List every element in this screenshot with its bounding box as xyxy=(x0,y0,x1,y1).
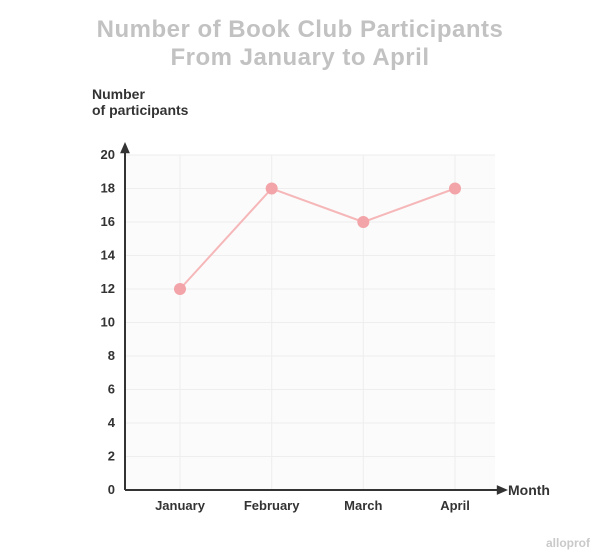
y-axis-label-line1: Number xyxy=(92,86,145,102)
x-axis-arrow xyxy=(497,485,508,495)
y-tick-label: 6 xyxy=(108,382,115,397)
chart-title-line2: From January to April xyxy=(171,44,430,71)
x-tick-label: March xyxy=(344,498,382,513)
y-tick-label: 14 xyxy=(101,248,116,263)
y-tick-label: 20 xyxy=(101,147,115,162)
y-tick-label: 0 xyxy=(108,482,115,497)
y-tick-label: 12 xyxy=(101,281,115,296)
chart-title: Number of Book Club Participants From Ja… xyxy=(0,16,600,71)
y-tick-label: 16 xyxy=(101,214,115,229)
data-point xyxy=(449,183,461,195)
chart-title-line1: Number of Book Club Participants xyxy=(97,16,504,43)
x-tick-label: April xyxy=(440,498,470,513)
data-point xyxy=(357,216,369,228)
watermark: alloprof xyxy=(546,536,590,550)
x-tick-label: February xyxy=(244,498,300,513)
x-axis-label: Month xyxy=(508,482,550,498)
y-tick-label: 8 xyxy=(108,348,115,363)
y-tick-label: 10 xyxy=(101,315,115,330)
data-point xyxy=(266,183,278,195)
y-tick-label: 18 xyxy=(101,181,115,196)
y-axis-label: Number of participants xyxy=(92,86,188,118)
y-axis-arrow xyxy=(120,142,130,153)
y-tick-label: 4 xyxy=(108,415,116,430)
y-tick-label: 2 xyxy=(108,449,115,464)
line-chart: 0 2 4 6 8 10 12 14 16 18 20 January February March Apr… xyxy=(0,0,600,556)
x-tick-label: January xyxy=(155,498,206,513)
data-point xyxy=(174,283,186,295)
figure: { "chart": { "type": "line", "title_line… xyxy=(0,0,600,556)
y-axis-label-line2: of participants xyxy=(92,102,188,118)
